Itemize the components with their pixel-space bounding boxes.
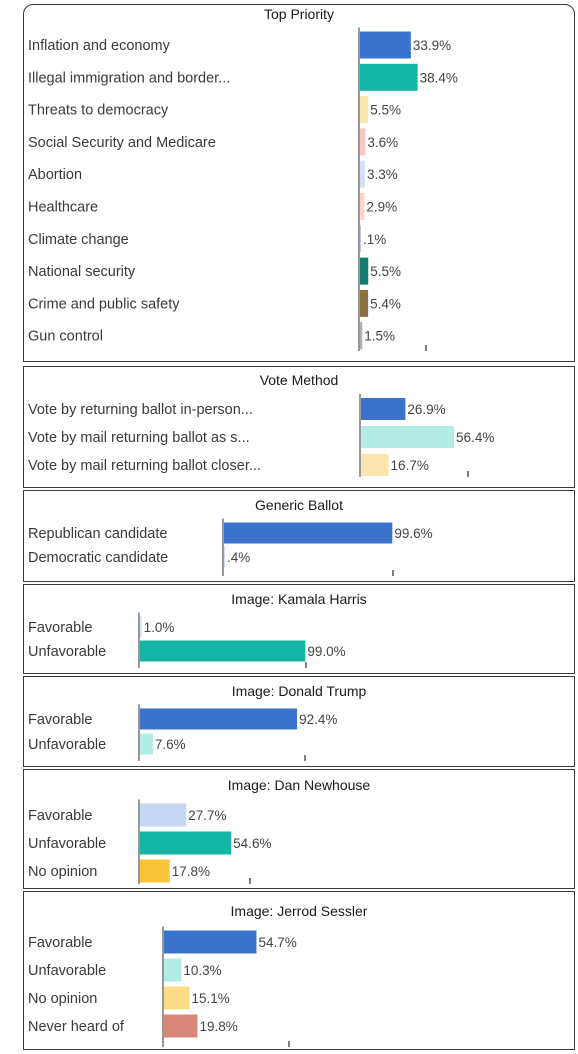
bar	[360, 225, 361, 253]
bar	[360, 63, 418, 91]
data-label: 7.6%	[155, 737, 186, 752]
chart-svg: Vote Method Vote by returning ballot in-p…	[28, 372, 494, 477]
data-label: 99.6%	[394, 526, 432, 541]
bar	[164, 986, 190, 1010]
chart-panel-7: Image: Jerrod Sessler Favorable 54.7% Unfav…	[23, 891, 575, 1050]
chart-svg: Top Priority Inflation and economy 33.9% Il…	[28, 6, 458, 351]
category-label: Threats to democracy	[28, 103, 169, 119]
data-label: .4%	[227, 550, 250, 565]
chart-title: Image: Donald Trump	[232, 683, 367, 699]
data-label: 2.9%	[366, 200, 397, 215]
bar	[224, 522, 393, 544]
chart-svg: Image: Dan Newhouse Favorable 27.7% Unfavor…	[28, 777, 371, 884]
bar	[140, 616, 142, 638]
data-label: 54.7%	[258, 935, 296, 950]
category-label: Abortion	[28, 167, 82, 183]
data-label: 27.7%	[188, 808, 226, 823]
chart-panel-6: Image: Dan Newhouse Favorable 27.7% Unfavor…	[23, 769, 575, 889]
chart-panel-4: Image: Kamala Harris Favorable 1.0% Unfavor…	[23, 584, 575, 674]
category-label: Inflation and economy	[28, 38, 171, 54]
data-label: .1%	[363, 232, 386, 247]
chart-svg: Generic Ballot Republican candidate 99.6% D…	[28, 497, 433, 576]
data-label: 15.1%	[192, 991, 230, 1006]
bar	[361, 426, 455, 448]
data-label: 5.5%	[370, 264, 401, 279]
category-label: Social Security and Medicare	[28, 135, 216, 151]
bar	[140, 733, 153, 755]
category-label: Unfavorable	[28, 644, 106, 660]
bar	[224, 546, 225, 568]
category-label: Unfavorable	[28, 737, 106, 753]
chart-svg: Image: Kamala Harris Favorable 1.0% Unfavor…	[28, 591, 367, 668]
category-label: Democratic candidate	[28, 550, 168, 566]
category-label: Vote by mail returning ballot as s...	[28, 430, 250, 446]
bar	[360, 128, 366, 156]
bar	[360, 289, 369, 317]
bar	[361, 398, 406, 420]
data-label: 19.8%	[199, 1019, 237, 1034]
data-label: 99.0%	[307, 644, 345, 659]
chart-title: Top Priority	[264, 6, 334, 22]
bar	[164, 930, 257, 954]
category-label: Vote by mail returning ballot closer...	[28, 458, 261, 474]
bar	[140, 640, 306, 662]
data-label: 16.7%	[391, 458, 429, 473]
category-label: Never heard of	[28, 1019, 125, 1035]
data-label: 54.6%	[233, 836, 271, 851]
chart-panel-1: Top Priority Inflation and economy 33.9% Il…	[23, 4, 575, 362]
data-label: 17.8%	[172, 864, 210, 879]
bar	[140, 831, 232, 855]
category-label: Crime and public safety	[28, 296, 180, 312]
chart-title: Vote Method	[260, 372, 339, 388]
bar	[164, 958, 182, 982]
category-label: Illegal immigration and border...	[28, 70, 230, 86]
bar	[140, 708, 298, 730]
category-label: No opinion	[28, 991, 97, 1007]
chart-title: Image: Jerrod Sessler	[231, 903, 368, 919]
data-label: 1.5%	[364, 329, 395, 344]
bar	[360, 322, 363, 350]
chart-panel-3: Generic Ballot Republican candidate 99.6% D…	[23, 490, 575, 582]
data-label: 10.3%	[183, 963, 221, 978]
category-label: Favorable	[28, 808, 92, 824]
data-label: 3.3%	[367, 167, 398, 182]
bar	[164, 1014, 198, 1038]
chart-title: Image: Dan Newhouse	[228, 777, 371, 793]
bar	[360, 96, 369, 124]
bar	[140, 859, 170, 883]
category-label: No opinion	[28, 864, 97, 880]
data-label: 3.6%	[367, 135, 398, 150]
chart-panel-2: Vote Method Vote by returning ballot in-p…	[23, 366, 575, 488]
data-label: 33.9%	[413, 38, 451, 53]
data-label: 56.4%	[456, 430, 494, 445]
category-label: Climate change	[28, 232, 129, 248]
chart-svg: Image: Donald Trump Favorable 92.4% Unfavor…	[28, 683, 367, 761]
data-label: 5.5%	[370, 103, 401, 118]
data-label: 1.0%	[144, 620, 175, 635]
bar	[360, 160, 365, 188]
bar	[140, 803, 187, 827]
bar	[360, 193, 365, 220]
data-label: 5.4%	[370, 296, 401, 311]
data-label: 26.9%	[407, 402, 445, 417]
category-label: Healthcare	[28, 200, 98, 216]
category-label: National security	[28, 264, 136, 280]
data-label: 38.4%	[420, 70, 458, 85]
category-label: Favorable	[28, 935, 92, 951]
chart-title: Image: Kamala Harris	[231, 591, 366, 607]
category-label: Vote by returning ballot in-person...	[28, 402, 253, 418]
category-label: Gun control	[28, 329, 103, 345]
category-label: Republican candidate	[28, 526, 167, 542]
category-label: Unfavorable	[28, 836, 106, 852]
category-label: Unfavorable	[28, 963, 106, 979]
bar	[360, 257, 369, 285]
chart-title: Generic Ballot	[255, 497, 343, 513]
chart-svg: Image: Jerrod Sessler Favorable 54.7% Unfav…	[28, 903, 368, 1047]
data-label: 92.4%	[299, 712, 337, 727]
bar	[360, 31, 411, 59]
chart-panel-5: Image: Donald Trump Favorable 92.4% Unfavor…	[23, 676, 575, 767]
bar	[361, 454, 389, 476]
category-label: Favorable	[28, 620, 92, 636]
category-label: Favorable	[28, 712, 92, 728]
